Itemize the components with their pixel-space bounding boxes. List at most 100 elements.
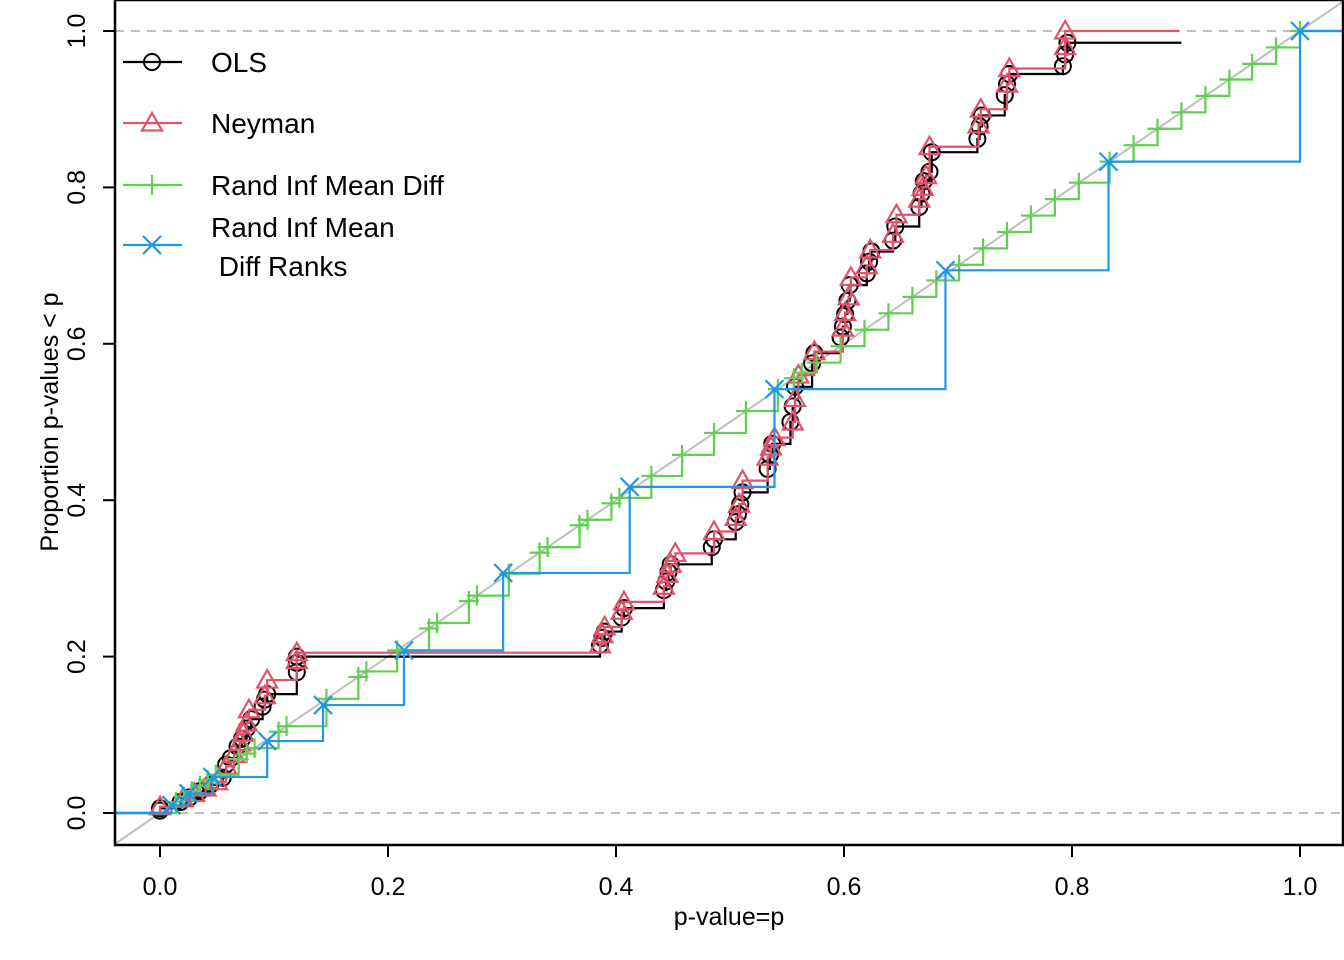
- legend-label: Neyman: [211, 108, 315, 139]
- y-axis-title: Proportion p-values < p: [36, 292, 64, 551]
- x-axis: 0.0 0.2 0.4 0.6 0.8 1.0: [143, 845, 1318, 901]
- triangle-marker: [910, 175, 935, 196]
- plus-marker: [419, 618, 440, 639]
- plus-marker: [189, 775, 210, 796]
- plus-marker: [1219, 69, 1240, 90]
- triangle-marker: [231, 721, 256, 742]
- triangle-marker: [917, 134, 942, 156]
- plus-marker: [529, 542, 550, 563]
- x-marker: [764, 379, 785, 399]
- legend-label: OLS: [211, 47, 267, 78]
- legend-label: Rand Inf Mean: [211, 212, 395, 243]
- plus-marker: [466, 585, 487, 606]
- x-tick-label: 0.6: [827, 873, 862, 901]
- plus-marker: [641, 465, 662, 486]
- triangle-marker: [237, 697, 261, 719]
- plus-marker: [1147, 118, 1168, 139]
- circle-marker: [614, 599, 633, 618]
- triangle-marker: [730, 468, 755, 490]
- plus-marker: [1123, 135, 1144, 156]
- plus-marker: [236, 743, 257, 764]
- plus-marker: [1171, 102, 1192, 123]
- step-line-rand-inf-mean-diff: [115, 29, 1343, 815]
- series-rand-inf-mean-diff-ranks: [115, 21, 1343, 815]
- circle-marker: [1053, 57, 1072, 76]
- triangle-marker: [884, 202, 909, 224]
- triangle-marker: [966, 112, 991, 134]
- x-marker: [394, 640, 414, 661]
- plus-marker: [926, 270, 947, 291]
- triangle-marker: [148, 794, 172, 816]
- x-marker: [313, 695, 333, 715]
- x-marker: [935, 260, 956, 281]
- triangle-marker: [234, 710, 259, 732]
- x-tick-label: 0.2: [371, 873, 406, 901]
- triangle-marker: [727, 491, 752, 513]
- reference-lines: [115, 0, 1343, 845]
- x-marker: [493, 563, 513, 583]
- plus-marker: [1068, 172, 1089, 193]
- triangle-marker: [612, 589, 636, 611]
- legend-label: Diff Ranks: [211, 251, 347, 282]
- triangle-marker: [854, 253, 879, 275]
- triangle-marker: [755, 444, 780, 466]
- triangle-marker: [255, 667, 280, 689]
- plus-marker: [458, 591, 479, 612]
- triangle-marker: [723, 505, 748, 527]
- legend-item-rand-inf-mean-diff-ranks: Rand Inf Mean Diff Ranks: [123, 212, 395, 282]
- circle-marker: [995, 86, 1014, 105]
- plus-marker: [704, 422, 725, 443]
- plus-marker: [806, 352, 827, 373]
- legend-item-ols: OLS: [123, 47, 267, 78]
- triangle-marker: [997, 56, 1022, 78]
- circle-marker: [1058, 33, 1077, 52]
- series-layer: [115, 18, 1343, 820]
- plus-marker: [142, 175, 162, 195]
- plus-marker: [268, 721, 289, 742]
- circle-marker: [253, 697, 272, 716]
- triangle-marker: [651, 574, 676, 595]
- x-marker: [202, 767, 223, 787]
- triangle-marker: [802, 339, 827, 361]
- triangle-marker: [655, 562, 680, 584]
- x-marker: [619, 477, 640, 497]
- plus-marker: [1020, 205, 1041, 226]
- triangle-marker: [907, 186, 932, 208]
- plus-marker: [569, 515, 590, 536]
- y-tick-label: 1.0: [63, 14, 91, 49]
- triangle-marker: [592, 614, 617, 636]
- plus-marker: [791, 362, 812, 383]
- plus-marker: [356, 661, 377, 682]
- circle-marker: [914, 172, 933, 191]
- triangle-marker: [214, 753, 239, 775]
- triangle-marker: [252, 683, 277, 705]
- plus-marker: [609, 487, 630, 508]
- x-tick-label: 0.0: [143, 873, 178, 901]
- step-line-neyman: [115, 29, 1180, 815]
- diagonal-reference-line: [115, 0, 1343, 845]
- x-marker: [161, 795, 182, 815]
- plus-marker: [830, 336, 851, 357]
- triangle-marker: [881, 222, 905, 243]
- plot-frame: [113, 0, 1344, 847]
- plus-marker: [537, 537, 558, 558]
- triangle-marker: [914, 163, 938, 185]
- y-tick-label: 0.0: [63, 796, 91, 831]
- triangle-marker: [658, 552, 683, 573]
- triangle-marker: [968, 96, 993, 118]
- circle-marker: [860, 252, 879, 271]
- plus-marker: [1044, 189, 1065, 210]
- y-tick-label: 0.6: [63, 326, 91, 361]
- x-marker: [142, 235, 162, 255]
- triangle-marker: [995, 71, 1019, 93]
- step-line-rand-inf-mean-diff-ranks: [115, 29, 1343, 815]
- x-marker: [1290, 21, 1310, 41]
- triangle-marker: [663, 541, 688, 562]
- x-tick-label: 0.8: [1055, 873, 1090, 901]
- triangle-marker: [830, 315, 855, 337]
- legend-item-rand-inf-mean-diff: Rand Inf Mean Diff: [123, 170, 444, 201]
- triangle-marker: [780, 409, 805, 431]
- x-tick-label: 1.0: [1283, 873, 1318, 901]
- plus-marker: [577, 509, 598, 530]
